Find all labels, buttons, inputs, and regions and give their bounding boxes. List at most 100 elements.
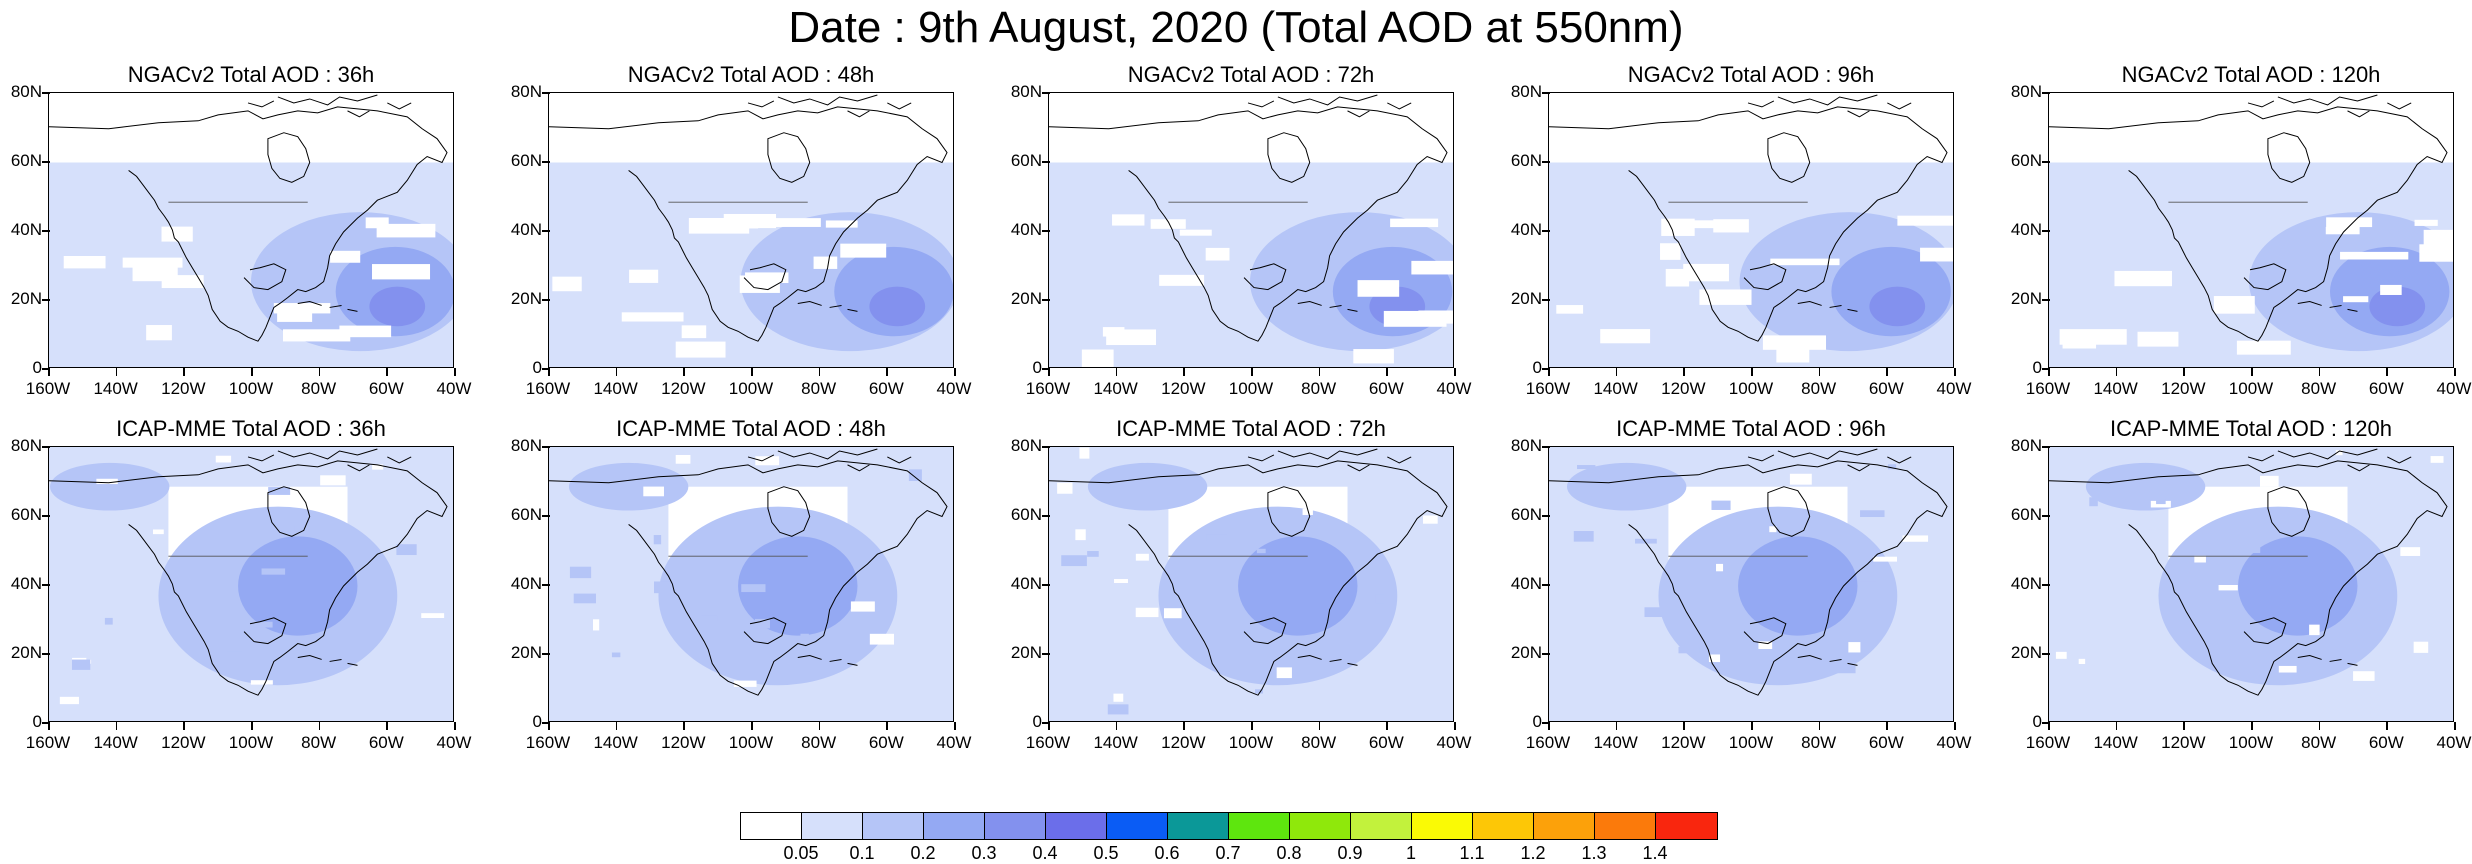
colorbar-swatch [802, 813, 863, 839]
lon-label: 100W [1228, 379, 1274, 398]
lat-tick [1542, 230, 1550, 232]
lat-tick [542, 299, 550, 301]
map-field [2049, 93, 2453, 367]
lat-tick [1542, 722, 1550, 724]
lon-tick [818, 722, 821, 730]
lat-label: 80N [510, 82, 542, 101]
colorbar-swatch [863, 813, 924, 839]
lon-label: 40W [936, 733, 972, 752]
lon-label: 40W [936, 379, 972, 398]
lon-label: 120W [2161, 733, 2206, 752]
lon-tick [2048, 722, 2050, 730]
map-panel: ICAP-MME Total AOD : 36h 80N 60N 40N 20N 0 16… [11, 416, 472, 752]
lon-label: 120W [1161, 379, 1206, 398]
lat-tick [2042, 230, 2050, 232]
lon-tick [48, 722, 50, 730]
panel-title: ICAP-MME Total AOD : 96h [1616, 416, 1886, 441]
colorbar-swatch [1107, 813, 1168, 839]
panel-title: NGACv2 Total AOD : 96h [1627, 62, 1875, 87]
lat-label: 20N [10, 643, 42, 662]
lat-label: 40N [1510, 220, 1542, 239]
map-field [49, 447, 453, 721]
lon-label: 120W [161, 733, 206, 752]
colorbar-swatch [1412, 813, 1473, 839]
lat-label: 60N [1510, 505, 1542, 524]
lat-label: 40N [1010, 220, 1042, 239]
lat-tick [2042, 584, 2050, 586]
lat-label: 60N [2010, 151, 2042, 170]
lon-label: 100W [228, 379, 274, 398]
lon-tick [2386, 368, 2388, 376]
lon-tick [2251, 368, 2253, 376]
lat-tick [42, 92, 50, 94]
lon-tick [2454, 722, 2456, 730]
lon-label: 120W [661, 379, 706, 398]
lon-tick [1115, 368, 1118, 376]
lat-tick [1042, 653, 1050, 655]
lat-tick [1042, 722, 1050, 724]
lon-tick [954, 722, 956, 730]
lon-label: 40W [2436, 379, 2472, 398]
aod-map [1548, 446, 1954, 722]
lon-tick [2251, 722, 2253, 730]
map-field [49, 93, 453, 367]
lat-tick [1042, 515, 1050, 517]
lon-label: 140W [1093, 379, 1138, 398]
lon-tick [683, 722, 685, 730]
lat-label: 20N [1010, 643, 1042, 662]
lat-tick [542, 446, 550, 448]
lon-label: 160W [525, 379, 571, 398]
colorbar-label: 0.9 [1337, 843, 1363, 863]
lat-tick [2042, 92, 2050, 94]
map-field [2049, 447, 2453, 721]
aod-map [1048, 92, 1454, 368]
lat-tick [2042, 722, 2050, 724]
lat-tick [42, 446, 50, 448]
lat-tick [1542, 161, 1550, 163]
colorbar-label: 1.1 [1459, 843, 1485, 863]
lat-label: 60N [1010, 505, 1042, 524]
lon-label: 60W [1368, 379, 1404, 398]
lat-label: 40N [2010, 574, 2042, 593]
map-panel: NGACv2 Total AOD : 120h 80N 60N 40N 20N 0 160… [2011, 62, 2472, 398]
lon-tick [1454, 722, 1456, 730]
map-panel: ICAP-MME Total AOD : 96h 80N 60N 40N 20N 0 16… [1511, 416, 1972, 752]
lon-tick [548, 368, 550, 376]
lat-tick [542, 161, 550, 163]
lat-tick [1542, 92, 1550, 94]
colorbar-labels: 0.05 0.1 0.2 0.3 0.4 0.5 0.6 0.7 0.8 0.9 1 1.1 1.2 1.… [740, 844, 1740, 864]
map-field [1049, 93, 1453, 367]
colorbar-label: 1.3 [1581, 843, 1607, 863]
lon-label: 100W [228, 733, 274, 752]
aod-map [548, 446, 954, 722]
lat-tick [42, 230, 50, 232]
lon-tick [1386, 368, 1388, 376]
lon-label: 120W [1661, 733, 1706, 752]
lon-tick [886, 368, 888, 376]
lat-label: 0 [532, 358, 542, 377]
map-panel: ICAP-MME Total AOD : 120h 80N 60N 40N 20N 0 1… [2011, 416, 2472, 752]
colorbar-label: 0.4 [1032, 843, 1058, 863]
map-field [1049, 447, 1453, 721]
map-panel: ICAP-MME Total AOD : 72h 80N 60N 40N 20N 0 16… [1011, 416, 1472, 752]
colorbar-swatch [1595, 813, 1656, 839]
lon-label: 160W [1025, 379, 1071, 398]
lon-tick [1886, 722, 1888, 730]
lon-label: 60W [368, 379, 404, 398]
lon-label: 60W [868, 733, 904, 752]
lat-tick [42, 368, 50, 370]
lat-tick [542, 584, 550, 586]
map-field [549, 93, 953, 367]
lat-tick [1542, 446, 1550, 448]
lon-tick [2386, 722, 2388, 730]
lat-tick [542, 230, 550, 232]
lon-tick [48, 368, 50, 376]
colorbar-label: 1.2 [1520, 843, 1546, 863]
lat-tick [42, 161, 50, 163]
lon-tick [751, 368, 753, 376]
lon-tick [386, 722, 388, 730]
lat-tick [1042, 584, 1050, 586]
lon-label: 80W [801, 733, 837, 752]
lat-label: 80N [510, 436, 542, 455]
lon-tick [454, 368, 456, 376]
